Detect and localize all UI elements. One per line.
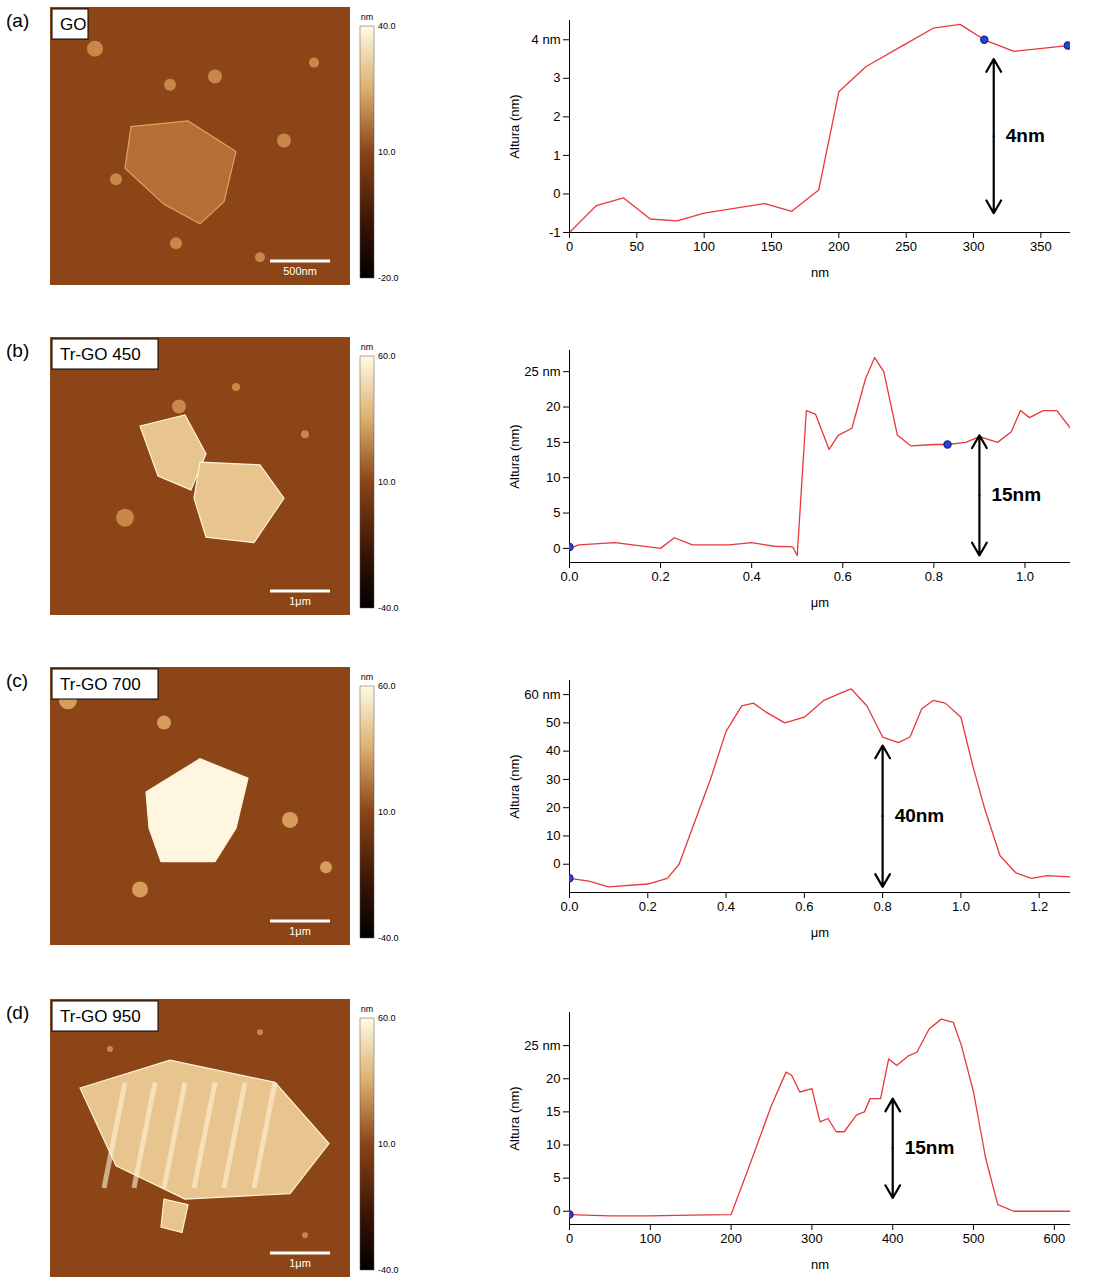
svg-text:60.0: 60.0 (378, 1013, 396, 1023)
svg-text:600: 600 (1043, 1231, 1065, 1246)
svg-text:1.2: 1.2 (1030, 899, 1048, 914)
svg-text:20: 20 (546, 800, 560, 815)
svg-text:500: 500 (963, 1231, 985, 1246)
svg-text:Altura (nm): Altura (nm) (507, 1086, 522, 1150)
svg-text:0: 0 (566, 1231, 573, 1246)
svg-text:30: 30 (546, 772, 560, 787)
svg-text:0: 0 (553, 541, 560, 556)
svg-text:60.0: 60.0 (378, 351, 396, 361)
svg-text:-40.0: -40.0 (378, 1265, 399, 1275)
svg-text:Tr-GO 950: Tr-GO 950 (60, 1007, 141, 1026)
svg-text:0: 0 (566, 239, 573, 254)
html-text:(d): (d) (6, 1002, 30, 1023)
svg-text:10.0: 10.0 (378, 147, 396, 157)
svg-text:Altura (nm): Altura (nm) (507, 424, 522, 488)
svg-text:0.8: 0.8 (874, 899, 892, 914)
svg-text:20: 20 (546, 1071, 560, 1086)
svg-text:nm: nm (811, 265, 829, 280)
svg-text:Tr-GO 700: Tr-GO 700 (60, 675, 141, 694)
svg-text:20: 20 (546, 399, 560, 414)
svg-text:0.2: 0.2 (652, 569, 670, 584)
svg-text:100: 100 (639, 1231, 661, 1246)
svg-text:10.0: 10.0 (378, 1139, 396, 1149)
svg-text:0.6: 0.6 (834, 569, 852, 584)
svg-text:10.0: 10.0 (378, 477, 396, 487)
svg-text:50: 50 (630, 239, 644, 254)
svg-text:15nm: 15nm (991, 484, 1041, 505)
svg-text:Altura (nm): Altura (nm) (507, 94, 522, 158)
svg-text:Tr-GO 450: Tr-GO 450 (60, 345, 141, 364)
svg-text:3: 3 (553, 70, 560, 85)
svg-text:300: 300 (963, 239, 985, 254)
svg-text:10: 10 (546, 828, 560, 843)
svg-text:200: 200 (828, 239, 850, 254)
svg-text:10.0: 10.0 (378, 807, 396, 817)
svg-text:400: 400 (882, 1231, 904, 1246)
svg-text:10: 10 (546, 470, 560, 485)
svg-text:0.6: 0.6 (795, 899, 813, 914)
svg-text:0.4: 0.4 (743, 569, 761, 584)
svg-text:60.0: 60.0 (378, 681, 396, 691)
svg-text:50: 50 (546, 715, 560, 730)
svg-text:200: 200 (720, 1231, 742, 1246)
svg-text:1μm: 1μm (289, 1257, 311, 1269)
html-text:(b): (b) (6, 340, 30, 361)
svg-text:nm: nm (811, 1257, 829, 1272)
svg-text:GO: GO (60, 15, 86, 34)
svg-text:40: 40 (546, 743, 560, 758)
svg-text:5: 5 (553, 505, 560, 520)
svg-text:60 nm: 60 nm (524, 687, 560, 702)
svg-text:350: 350 (1030, 239, 1052, 254)
svg-text:2: 2 (553, 109, 560, 124)
svg-text:0: 0 (553, 186, 560, 201)
svg-text:4 nm: 4 nm (532, 32, 561, 47)
svg-text:25 nm: 25 nm (524, 1038, 560, 1053)
svg-text:μm: μm (811, 925, 829, 940)
svg-text:500nm: 500nm (283, 265, 317, 277)
svg-text:1.0: 1.0 (1016, 569, 1034, 584)
svg-text:100: 100 (693, 239, 715, 254)
svg-text:250: 250 (895, 239, 917, 254)
svg-text:-40.0: -40.0 (378, 933, 399, 943)
svg-text:1μm: 1μm (289, 925, 311, 937)
svg-text:15: 15 (546, 435, 560, 450)
svg-text:0.4: 0.4 (717, 899, 735, 914)
svg-text:μm: μm (811, 595, 829, 610)
svg-text:0.2: 0.2 (639, 899, 657, 914)
svg-text:5: 5 (553, 1170, 560, 1185)
svg-text:0.0: 0.0 (560, 569, 578, 584)
svg-text:10: 10 (546, 1137, 560, 1152)
svg-text:0: 0 (553, 1203, 560, 1218)
svg-text:0: 0 (553, 856, 560, 871)
svg-text:15nm: 15nm (905, 1137, 955, 1158)
svg-text:-1: -1 (549, 225, 561, 240)
svg-text:nm: nm (361, 342, 374, 352)
html-text:(c): (c) (6, 670, 29, 691)
html-text:(a): (a) (6, 10, 30, 31)
svg-text:nm: nm (361, 12, 374, 22)
svg-text:nm: nm (361, 1004, 374, 1014)
svg-text:25 nm: 25 nm (524, 364, 560, 379)
svg-text:150: 150 (761, 239, 783, 254)
svg-text:0.0: 0.0 (560, 899, 578, 914)
svg-text:1μm: 1μm (289, 595, 311, 607)
svg-text:4nm: 4nm (1006, 125, 1045, 146)
svg-text:1: 1 (553, 148, 560, 163)
svg-text:15: 15 (546, 1104, 560, 1119)
svg-text:40.0: 40.0 (378, 21, 396, 31)
svg-text:1.0: 1.0 (952, 899, 970, 914)
svg-text:-40.0: -40.0 (378, 603, 399, 613)
svg-text:0.8: 0.8 (925, 569, 943, 584)
svg-text:300: 300 (801, 1231, 823, 1246)
svg-text:nm: nm (361, 672, 374, 682)
svg-text:40nm: 40nm (895, 805, 945, 826)
svg-text:Altura (nm): Altura (nm) (507, 754, 522, 818)
svg-text:-20.0: -20.0 (378, 273, 399, 283)
